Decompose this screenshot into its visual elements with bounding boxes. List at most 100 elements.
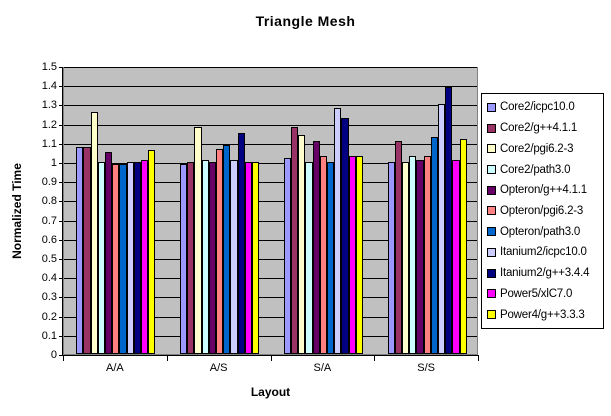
y-gridline <box>64 124 477 126</box>
bar-SA-Itanium2-icpc10.0 <box>334 108 342 354</box>
y-gridline <box>64 86 477 88</box>
bar-SS-Power4-g++3.3.3 <box>459 139 467 354</box>
y-tick-label: 1.1 <box>41 137 57 150</box>
y-gridline <box>64 278 477 280</box>
y-tick-label: 0.2 <box>41 310 57 323</box>
x-tick-mark <box>478 356 479 361</box>
y-tick-mark <box>59 86 63 88</box>
y-tick-mark <box>59 259 63 260</box>
bar-AA-Itanium2-g++3.4.4 <box>133 162 142 354</box>
y-tick-mark <box>59 316 63 318</box>
bar-AS-Core2-pgi6.2-3 <box>194 127 202 354</box>
legend-item: Opteron/pgi6.2-3 <box>487 202 603 220</box>
bar-SS-Core2-icpc10.0 <box>387 162 395 354</box>
y-gridline <box>64 316 477 318</box>
bar-AS-Core2-path3.0 <box>201 160 209 354</box>
legend-swatch <box>487 289 496 299</box>
bar-SS-Itanium2-g++3.4.4 <box>445 87 453 354</box>
bar-SA-Power4-g++3.3.3 <box>355 156 363 354</box>
legend-item: Core2/path3.0 <box>487 161 603 179</box>
y-gridline <box>64 201 477 203</box>
bar-SS-Core2-path3.0 <box>409 156 417 354</box>
legend-label: Itanium2/g++3.4.4 <box>500 267 590 280</box>
y-tick-mark <box>59 143 63 145</box>
bar-AS-Opteron-path3.0 <box>223 145 231 354</box>
legend-label: Itanium2/icpc10.0 <box>500 246 587 259</box>
legend-swatch <box>487 227 496 237</box>
bar-SA-Opteron-path3.0 <box>326 162 335 354</box>
y-gridline <box>64 297 477 299</box>
legend-swatch <box>487 123 496 133</box>
x-tick-mark <box>63 356 64 361</box>
y-tick-mark <box>59 182 63 184</box>
y-axis-line <box>62 67 63 356</box>
bar-SS-Core2-g++4.1.1 <box>394 141 402 354</box>
legend-item: Core2/pgi6.2-3 <box>487 140 603 158</box>
x-tick-mark <box>271 356 272 361</box>
x-category-label: S/A <box>313 362 332 374</box>
y-tick-mark <box>59 335 63 337</box>
legend-label: Core2/pgi6.2-3 <box>500 142 574 155</box>
bar-SS-Opteron-pgi6.2-3 <box>423 156 431 354</box>
x-category-label: A/A <box>106 362 124 374</box>
bar-AA-Core2-pgi6.2-3 <box>90 112 98 354</box>
legend-item: Power4/g++3.3.3 <box>487 306 603 324</box>
bar-AA-Opteron-g++4.1.1 <box>105 152 113 354</box>
y-gridline <box>64 163 477 164</box>
y-gridline <box>64 335 477 337</box>
legend: Core2/icpc10.0 Core2/g++4.1.1 Core2/pgi6.2… <box>481 93 604 329</box>
bar-SS-Opteron-g++4.1.1 <box>416 160 424 354</box>
bar-AS-Core2-g++4.1.1 <box>187 162 195 354</box>
y-tick-mark <box>59 124 63 126</box>
legend-item: Opteron/g++4.1.1 <box>487 181 603 199</box>
bar-SS-Itanium2-icpc10.0 <box>437 104 446 354</box>
y-gridline <box>64 259 477 260</box>
legend-swatch <box>487 206 496 216</box>
legend-item: Itanium2/icpc10.0 <box>487 243 603 261</box>
bar-AA-Core2-g++4.1.1 <box>83 147 91 354</box>
y-gridline <box>64 105 477 107</box>
legend-item: Itanium2/g++3.4.4 <box>487 264 603 282</box>
y-tick-label: 0 <box>50 349 57 361</box>
bar-AA-Power4-g++3.3.3 <box>148 150 156 354</box>
y-tick-label: 1.2 <box>41 118 57 131</box>
legend-swatch <box>487 310 496 320</box>
legend-swatch <box>487 165 496 175</box>
y-tick-label: 1 <box>50 157 57 169</box>
bar-SA-Core2-pgi6.2-3 <box>298 135 306 354</box>
y-tick-label: 1.5 <box>41 61 57 73</box>
legend-item: Core2/icpc10.0 <box>487 98 603 116</box>
x-tick-mark <box>374 356 375 361</box>
y-gridline <box>64 239 477 241</box>
y-tick-mark <box>59 239 63 241</box>
y-gridline <box>64 143 477 145</box>
bar-SA-Core2-icpc10.0 <box>283 158 291 354</box>
bar-SS-Core2-pgi6.2-3 <box>401 162 410 354</box>
y-tick-mark <box>59 220 63 222</box>
legend-swatch <box>487 144 496 154</box>
y-tick-mark <box>59 201 63 203</box>
x-category-label: A/S <box>209 362 228 374</box>
y-gridline <box>64 182 477 184</box>
legend-item: Power5/xlC7.0 <box>487 285 603 303</box>
y-tick-label: 0.1 <box>41 329 57 342</box>
legend-label: Opteron/g++4.1.1 <box>500 184 587 197</box>
y-tick-label: 1.4 <box>41 80 57 93</box>
y-tick-label: 0.9 <box>41 176 57 189</box>
y-tick-label: 1.3 <box>41 99 57 112</box>
bar-AA-Core2-icpc10.0 <box>76 147 84 354</box>
x-axis-title: Layout <box>250 385 291 399</box>
legend-label: Core2/g++4.1.1 <box>500 122 578 135</box>
x-tick-mark <box>167 356 168 361</box>
legend-label: Core2/icpc10.0 <box>500 101 575 114</box>
legend-item: Opteron/path3.0 <box>487 223 603 241</box>
y-tick-mark <box>59 67 63 68</box>
bar-AS-Itanium2-g++3.4.4 <box>237 133 245 354</box>
legend-swatch <box>487 268 496 278</box>
legend-label: Power5/xlC7.0 <box>500 287 573 300</box>
y-tick-label: 0.4 <box>41 272 57 285</box>
y-tick-label: 0.7 <box>41 214 57 227</box>
bar-AA-Opteron-path3.0 <box>119 164 127 354</box>
legend-swatch <box>487 247 496 257</box>
